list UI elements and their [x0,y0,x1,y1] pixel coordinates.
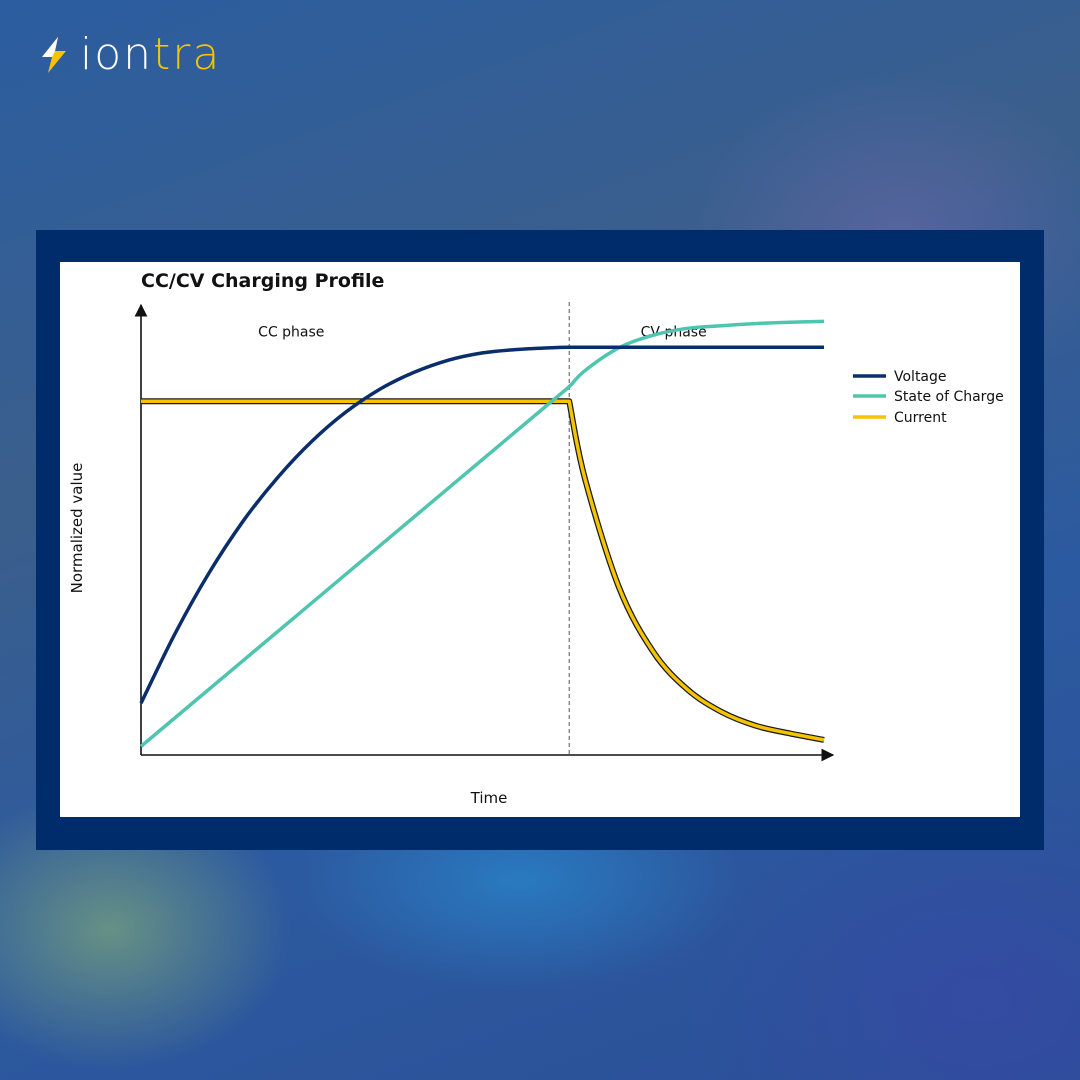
current-line [141,399,825,742]
y-axis-label: Normalized value [68,463,86,594]
legend: Voltage State of Charge Current [853,369,1004,426]
state-of-charge-line [139,319,825,748]
logo-wordmark-white: ion [80,29,154,80]
logo-wordmark-yellow: tra [153,29,222,80]
x-axis-label: Time [470,789,508,807]
chart-panel: CC/CV Charging Profile CC phase CV phase… [60,262,1020,817]
legend-label-state-of-charge: State of Charge [894,389,1004,405]
legend-label-current: Current [894,410,947,426]
iontra-logo: iontra [36,32,221,78]
current-line-outline [141,398,825,743]
lightning-bolt-icon [42,37,66,73]
legend-label-voltage: Voltage [894,369,947,385]
logo-wordmark: iontra [80,32,221,78]
voltage-line [139,345,824,704]
series-layer [139,319,825,748]
chart-frame: CC/CV Charging Profile CC phase CV phase… [36,230,1044,850]
chart-title: CC/CV Charging Profile [141,270,384,292]
chart-svg: CC/CV Charging Profile CC phase CV phase… [68,270,1004,807]
cc-phase-label: CC phase [258,325,324,341]
